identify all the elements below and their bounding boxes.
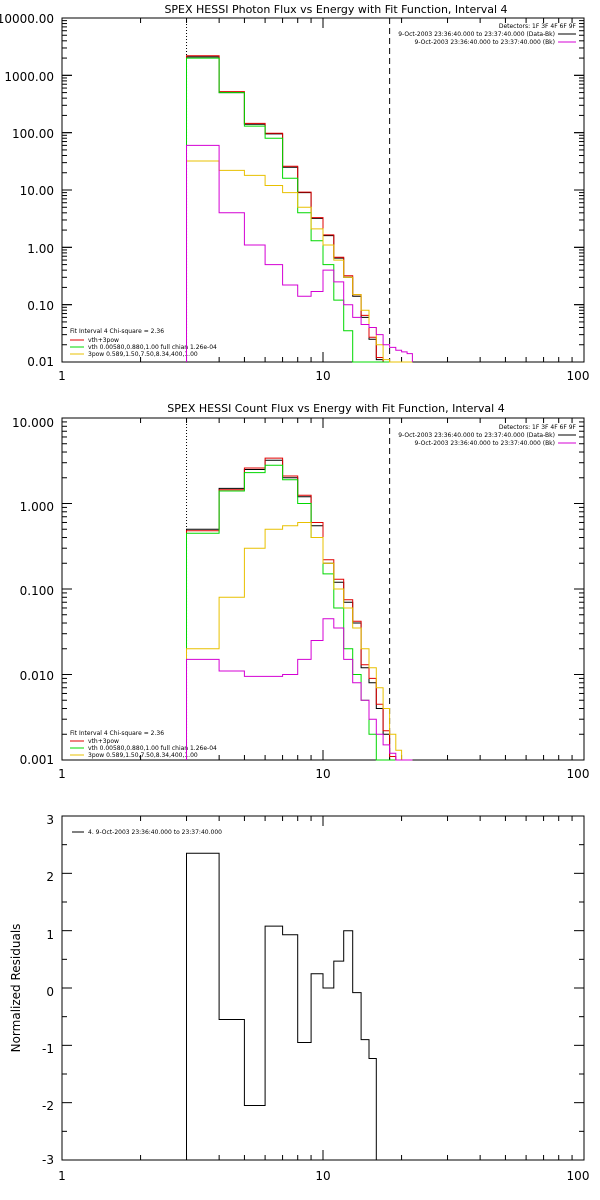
- y-tick-label: 1: [46, 928, 54, 942]
- photon-data-marks: [61, 17, 585, 363]
- fit-legend-entry: vth 0.00580,0.880,1.00 full chian 1.26e-…: [88, 344, 217, 351]
- x-tick-label: 1: [58, 1169, 66, 1183]
- series-black-step-line: [186, 56, 413, 363]
- y-tick-label: 0.100: [20, 584, 54, 598]
- residuals-y-tick-labels: 3 2 1 0 -1 -2 -3: [42, 813, 54, 1167]
- series-magenta-step-line: [186, 618, 413, 761]
- series-black-step-line: [186, 852, 390, 1161]
- fit-legend-entry: vth 0.00580,0.880,1.00 full chian 1.26e-…: [88, 745, 217, 752]
- y-tick-label: 0.10: [27, 299, 54, 313]
- legend-entry-data-bk: 9-Oct-2003 23:36:40.000 to 23:37:40.000 …: [398, 432, 555, 439]
- y-tick-label: 10.000: [12, 416, 54, 430]
- x-tick-label: 10: [315, 1169, 330, 1183]
- series-green-step-line: [186, 57, 413, 363]
- y-tick-label: 100.00: [12, 127, 54, 141]
- residuals-y-axis-label: Normalized Residuals: [9, 924, 23, 1053]
- x-tick-label: 100: [567, 1169, 590, 1183]
- count-y-tick-labels: 10.000 1.000 0.100 0.010 0.001: [12, 416, 54, 767]
- y-tick-label: 10000.00: [0, 12, 54, 26]
- count-x-tick-labels: 1 10 100: [58, 767, 589, 781]
- legend-detectors: Detectors: 1F 3F 4F 6F 9F: [499, 424, 577, 431]
- y-tick-label: -2: [42, 1099, 54, 1113]
- count-legend-top-right: Detectors: 1F 3F 4F 6F 9F 9-Oct-2003 23:…: [398, 424, 576, 447]
- x-tick-label: 1: [58, 369, 66, 383]
- x-tick-label: 100: [567, 767, 590, 781]
- count-flux-panel: SPEX HESSI Count Flux vs Energy with Fit…: [12, 402, 589, 781]
- y-tick-label: 2: [46, 870, 54, 884]
- count-plot-frame: [61, 417, 585, 761]
- y-tick-label: 10.00: [20, 184, 54, 198]
- fit-legend-header: Fit Interval 4 Chi-square = 2.36: [70, 328, 164, 335]
- legend-entry-bk: 9-Oct-2003 23:36:40.000 to 23:37:40.000 …: [415, 39, 556, 46]
- residuals-data-marks: [61, 815, 585, 1161]
- count-chart-title: SPEX HESSI Count Flux vs Energy with Fit…: [167, 402, 504, 415]
- x-tick-label: 1: [58, 767, 66, 781]
- y-tick-label: 0.001: [20, 753, 54, 767]
- photon-y-tick-labels: 10000.00 1000.00 100.00 10.00 1.00 0.10 …: [0, 12, 54, 369]
- photon-chart-title: SPEX HESSI Photon Flux vs Energy with Fi…: [164, 3, 507, 16]
- series-black-step-line: [186, 459, 413, 761]
- series-red-step-line: [186, 55, 413, 363]
- fit-legend-entry: vth+3pow: [88, 337, 119, 344]
- residuals-panel: Normalized Residuals 3 2 1 0 -1 -2 -3 1 …: [9, 813, 589, 1183]
- y-tick-label: 3: [46, 813, 54, 827]
- y-tick-label: 1.00: [27, 242, 54, 256]
- fit-legend-entry: vth+3pow: [88, 738, 119, 745]
- series-yellow-step-line: [186, 522, 413, 761]
- photon-x-tick-labels: 1 10 100: [58, 369, 589, 383]
- legend-detectors: Detectors: 1F 3F 4F 6F 9F: [499, 23, 577, 30]
- y-tick-label: 0.01: [27, 355, 54, 369]
- fit-legend-header: Fit Interval 4 Chi-square = 2.36: [70, 730, 164, 737]
- photon-plot-frame: [61, 17, 585, 363]
- y-tick-label: 1.000: [20, 500, 54, 514]
- count-legend-fit: Fit Interval 4 Chi-square = 2.36 vth+3po…: [70, 730, 217, 759]
- series-magenta-step-line: [186, 144, 413, 362]
- x-tick-label: 100: [567, 369, 590, 383]
- x-tick-label: 10: [315, 369, 330, 383]
- series-green-step-line: [186, 464, 413, 761]
- fit-legend-entry: 3pow 0.589,1.50,7.50,8.34,400,1.00: [88, 752, 198, 759]
- x-tick-label: 10: [315, 767, 330, 781]
- residuals-x-tick-labels: 1 10 100: [58, 1169, 589, 1183]
- count-data-marks: [61, 417, 585, 761]
- y-tick-label: 0: [46, 985, 54, 999]
- y-tick-label: 1000.00: [4, 70, 54, 84]
- fit-legend-entry: 3pow 0.589,1.50,7.50,8.34,400,1.00: [88, 351, 198, 358]
- series-yellow-step-line: [186, 160, 413, 363]
- residuals-legend: 4. 9-Oct-2003 23:36:40.000 to 23:37:40.0…: [72, 829, 222, 836]
- y-tick-label: 0.010: [20, 669, 54, 683]
- y-tick-label: -1: [42, 1042, 54, 1056]
- residuals-legend-entry: 4. 9-Oct-2003 23:36:40.000 to 23:37:40.0…: [88, 829, 222, 836]
- photon-legend-fit: Fit Interval 4 Chi-square = 2.36 vth+3po…: [70, 328, 217, 358]
- y-tick-label: -3: [42, 1153, 54, 1167]
- legend-entry-data-bk: 9-Oct-2003 23:36:40.000 to 23:37:40.000 …: [398, 31, 555, 38]
- photon-legend-top-right: Detectors: 1F 3F 4F 6F 9F 9-Oct-2003 23:…: [398, 23, 576, 46]
- legend-entry-bk: 9-Oct-2003 23:36:40.000 to 23:37:40.000 …: [415, 440, 556, 447]
- photon-flux-panel: SPEX HESSI Photon Flux vs Energy with Fi…: [0, 3, 589, 383]
